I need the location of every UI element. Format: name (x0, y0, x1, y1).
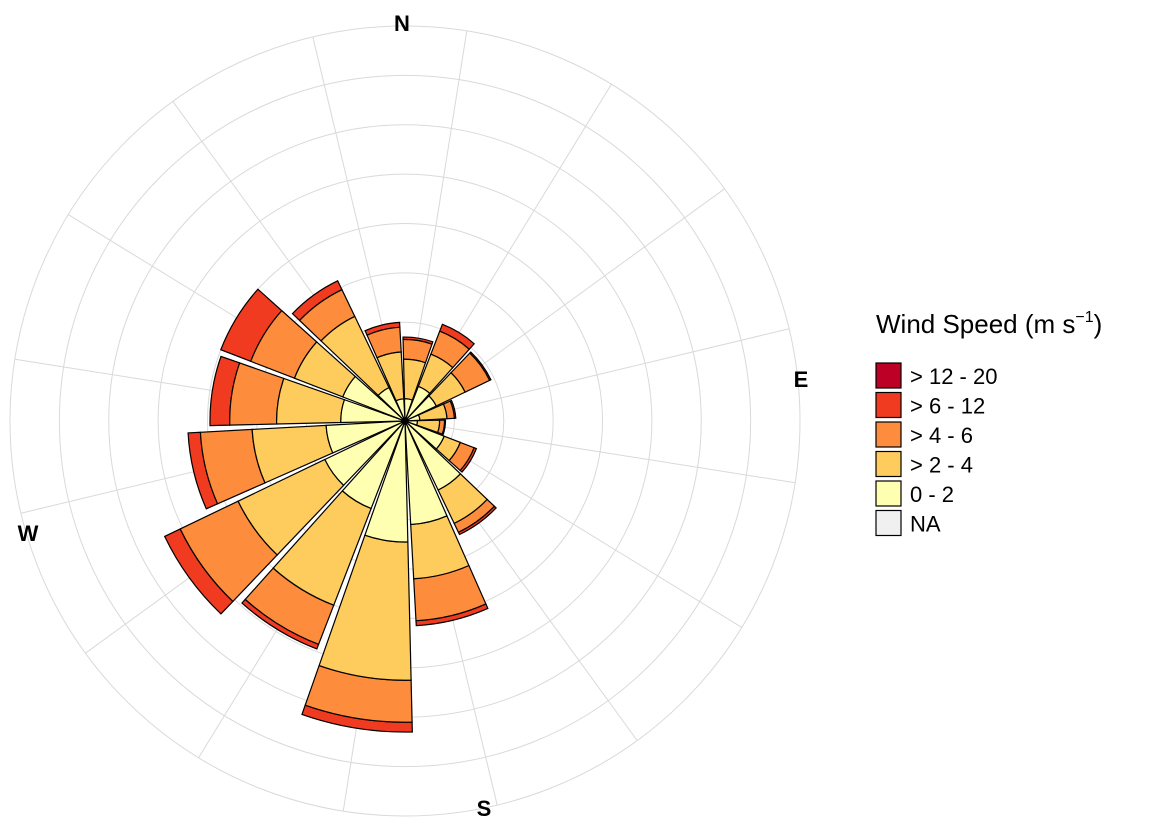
wedge-segment (342, 375, 406, 422)
direction-bar (163, 420, 406, 615)
direction-bar (404, 420, 478, 473)
direction-bar (301, 420, 413, 733)
legend-swatch (875, 421, 902, 448)
direction-bar (364, 321, 406, 422)
direction-bar (291, 279, 406, 422)
cardinal-label-n: N (394, 11, 410, 36)
wedge-segment (395, 398, 406, 422)
grid-ring (9, 25, 801, 817)
legend-swatch (875, 480, 902, 507)
legend-entry-label: > 2 - 4 (910, 453, 973, 478)
wedge-segment (325, 420, 406, 454)
wedge-layer (163, 279, 497, 733)
legend-entry-label: > 4 - 6 (910, 423, 973, 448)
legend-title-main: Wind Speed (m s (876, 309, 1075, 339)
wedge-segment (404, 420, 448, 526)
direction-bar (187, 420, 406, 510)
wedge-segment (404, 395, 437, 422)
cardinal-label-e: E (794, 367, 809, 392)
wedge-segment (404, 420, 462, 491)
legend-entry-label: > 12 - 20 (910, 364, 997, 389)
direction-bar (241, 420, 406, 650)
wedge-segment (229, 362, 285, 426)
wedge-segment (377, 386, 406, 422)
direction-bar (404, 420, 489, 627)
legend-entry-label: > 6 - 12 (910, 394, 985, 419)
legend-title-end: ) (1094, 309, 1103, 339)
direction-bar (402, 336, 434, 422)
wedge-segment (364, 420, 409, 543)
legend-title-superscript: −1 (1075, 309, 1093, 326)
wedge-segment (404, 420, 445, 450)
direction-bar (404, 323, 476, 422)
legend: Wind Speed (m s−1) > 12 - 20 > 6 - 12 > 4 … (875, 309, 1102, 537)
wedge-segment (403, 398, 414, 422)
legend-entries: > 12 - 20 > 6 - 12 > 4 - 6 > 2 - 4 0 - 2 NA (875, 362, 997, 537)
legend-swatch (875, 391, 902, 419)
legend-entry-label: NA (910, 512, 941, 537)
legend-swatch (875, 362, 902, 389)
wedge-segment (340, 398, 406, 424)
direction-bar (209, 355, 406, 427)
direction-bar (220, 288, 406, 422)
legend-entry-label: 0 - 2 (910, 482, 954, 507)
cardinal-label-w: W (18, 521, 39, 546)
cardinal-label-s: S (477, 796, 492, 821)
direction-bar (404, 351, 492, 422)
grid-spoke (404, 328, 790, 422)
wedge-segment (324, 420, 406, 487)
legend-swatch (875, 450, 902, 478)
wedge-segment (404, 385, 431, 422)
direction-bar (404, 420, 497, 536)
wedge-segment (341, 420, 406, 510)
grid-spoke (404, 420, 796, 484)
legend-swatch (875, 509, 902, 537)
legend-title: Wind Speed (m s−1) (876, 309, 1102, 339)
grid-ring (58, 74, 752, 768)
